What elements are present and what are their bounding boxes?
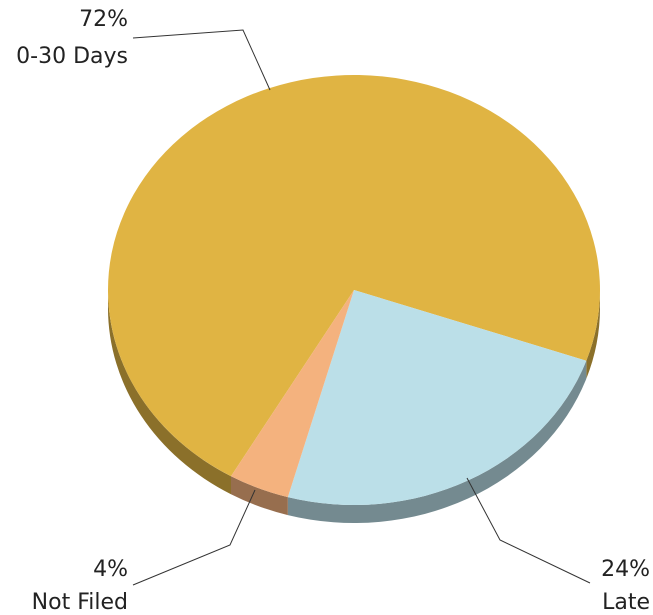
- slice-label: Not Filed: [32, 590, 128, 615]
- pie: [107, 75, 601, 523]
- slice-value-label: 72%: [79, 7, 128, 32]
- slice: [231, 290, 354, 498]
- slice-value-label: 24%: [601, 557, 650, 582]
- slice: [287, 290, 587, 505]
- leader-line: [466, 477, 591, 584]
- slice-side: [108, 290, 231, 495]
- slice: [107, 75, 601, 477]
- slice-side: [586, 290, 600, 379]
- slice-label: 0-30 Days: [16, 44, 128, 69]
- slice-label: Late: [602, 590, 650, 615]
- slice-side: [287, 360, 587, 523]
- leader-line: [132, 489, 256, 586]
- slice-value-label: 4%: [93, 557, 128, 582]
- leader-line: [132, 29, 271, 91]
- slice-side: [231, 476, 288, 516]
